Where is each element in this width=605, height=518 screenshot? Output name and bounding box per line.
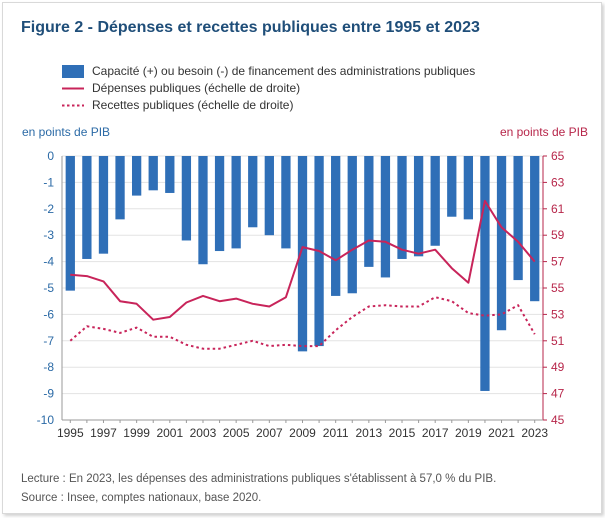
bar-2002 [181, 156, 192, 241]
bar-2013 [364, 156, 374, 267]
left-tick-label: -1 [43, 175, 54, 189]
bar-1999 [131, 156, 142, 196]
legend-swatch-recettes [62, 104, 84, 107]
left-tick-label: -2 [43, 202, 54, 216]
bar-2016 [413, 156, 424, 257]
right-tick-label: 53 [551, 307, 565, 321]
bar-1995 [65, 156, 75, 291]
bar-2014 [380, 156, 391, 278]
left-tick-label: -6 [43, 307, 54, 321]
x-tick-label: 1999 [123, 426, 150, 440]
bar-2022 [513, 156, 523, 281]
x-tick-label: 2013 [355, 426, 382, 440]
x-tick-label: 2015 [389, 426, 416, 440]
bar-2015 [397, 156, 407, 259]
x-tick-label: 2023 [521, 426, 548, 440]
right-axis-title: en points de PIB [499, 125, 588, 139]
legend-label-recettes: Recettes publiques (échelle de droite) [92, 98, 294, 112]
left-tick-label: -5 [43, 281, 54, 295]
bar-1998 [115, 156, 125, 220]
right-tick-label: 59 [551, 228, 565, 242]
left-tick-label: -4 [43, 255, 54, 269]
bar-2006 [248, 156, 258, 228]
bar-2004 [214, 156, 225, 252]
notes: Lecture : En 2023, les dépenses des admi… [21, 470, 496, 508]
bar-2009 [297, 156, 308, 352]
x-tick-label: 1995 [57, 426, 84, 440]
left-tick-label: -3 [43, 228, 54, 242]
x-tick-label: 2009 [289, 426, 316, 440]
left-axis-title: en points de PIB [22, 125, 111, 139]
bar-2008 [281, 156, 291, 249]
bar-1996 [82, 156, 92, 259]
legend-swatch-depenses [62, 87, 84, 90]
bar-2021 [496, 156, 507, 331]
line-recettes [69, 296, 536, 350]
x-tick-label: 2011 [323, 426, 349, 440]
x-tick-label: 1997 [90, 426, 117, 440]
right-tick-label: 65 [551, 149, 565, 163]
x-tick-label: 2007 [256, 426, 283, 440]
bar-2007 [264, 156, 274, 236]
legend-label-bars: Capacité (+) ou besoin (-) de financemen… [92, 64, 476, 78]
x-tick-label: 2001 [156, 426, 183, 440]
x-tick-label: 2003 [190, 426, 217, 440]
left-tick-label: -9 [43, 387, 54, 401]
x-tick-label: 2019 [455, 426, 482, 440]
x-tick-label: 2005 [223, 426, 250, 440]
figure-title: Figure 2 - Dépenses et recettes publique… [21, 19, 480, 36]
bar-2017 [430, 156, 440, 246]
left-tick-label: -10 [37, 413, 55, 427]
left-tick-label: 0 [47, 149, 54, 163]
right-tick-label: 45 [551, 413, 565, 427]
left-tick-label: -8 [43, 360, 54, 374]
legend-label-depenses: Dépenses publiques (échelle de droite) [92, 81, 301, 95]
right-tick-label: 57 [551, 255, 565, 269]
right-tick-label: 49 [551, 360, 565, 374]
bar-2003 [198, 156, 208, 265]
right-tick-label: 47 [551, 387, 565, 401]
legend-swatch-bars [62, 65, 84, 78]
right-tick-label: 51 [551, 334, 565, 348]
left-tick-label: -7 [43, 334, 54, 348]
bar-2001 [165, 156, 175, 193]
note-source: Source : Insee, comptes nationaux, base … [21, 492, 262, 504]
bar-2000 [148, 156, 158, 191]
bar-2019 [463, 156, 474, 220]
bar-2012 [347, 156, 357, 294]
right-tick-label: 55 [551, 281, 565, 295]
line-depenses [70, 199, 536, 321]
note-lecture: Lecture : En 2023, les dépenses des admi… [21, 473, 497, 485]
bar-2018 [447, 156, 457, 217]
x-tick-label: 2017 [422, 426, 449, 440]
bar-1997 [98, 156, 109, 254]
bar-2005 [231, 156, 241, 249]
bar-2020 [480, 156, 490, 391]
right-tick-label: 63 [551, 175, 565, 189]
bar-2023 [530, 156, 540, 302]
x-tick-label: 2021 [488, 426, 515, 440]
bar-2011 [331, 156, 341, 296]
right-tick-label: 61 [551, 202, 565, 216]
